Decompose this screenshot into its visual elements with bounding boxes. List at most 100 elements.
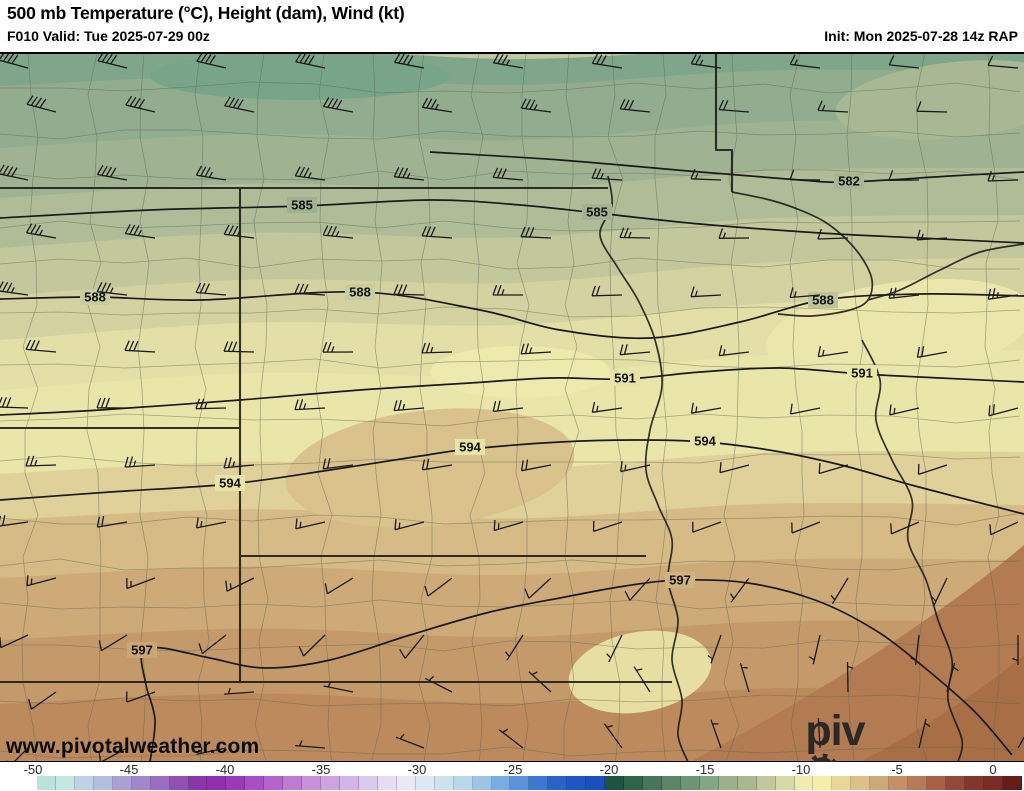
colorbar-segment <box>889 776 909 790</box>
wind-barb <box>393 284 425 296</box>
gear-icon <box>808 753 837 762</box>
wind-barb <box>225 577 255 592</box>
colorbar-segment <box>586 776 606 790</box>
wind-barb <box>931 577 948 606</box>
wind-barb <box>223 341 255 353</box>
wind-barb <box>729 577 750 603</box>
colorbar-segment <box>661 776 681 790</box>
wind-barb <box>916 101 948 113</box>
wind-barb <box>888 287 920 299</box>
colorbar-segment <box>434 776 454 790</box>
colorbar-segment <box>112 776 132 790</box>
colorbar-segment <box>567 776 587 790</box>
wind-barb <box>917 463 948 476</box>
wind-barb <box>323 681 354 693</box>
colorbar-tick: -10 <box>791 762 811 777</box>
wind-barb <box>690 54 722 69</box>
init-time-label: Init: Mon 2025-07-28 14z RAP <box>824 28 1018 44</box>
wind-barb <box>492 53 524 69</box>
wind-barb <box>196 53 227 69</box>
colorbar-segment <box>169 776 189 790</box>
colorbar-segment <box>491 776 511 790</box>
wind-barb <box>324 577 354 595</box>
colorbar-tick: -35 <box>311 762 331 777</box>
wind-barb <box>26 95 57 113</box>
wind-barb <box>817 100 849 113</box>
wind-barb <box>505 634 524 661</box>
wind-barb <box>96 397 128 409</box>
wind-barb <box>916 229 948 241</box>
colorbar-tick: -40 <box>215 762 235 777</box>
wind-barb <box>591 401 623 413</box>
wind-barb <box>0 164 29 181</box>
wind-barb <box>0 515 29 527</box>
wind-barb <box>295 53 326 69</box>
contour-label: 591 <box>614 371 636 386</box>
wind-barb <box>520 98 552 113</box>
wind-barb <box>888 55 920 69</box>
wind-barbs <box>0 53 1024 762</box>
colorbar-segment <box>55 776 75 790</box>
wind-barb <box>988 404 1019 417</box>
wind-barb <box>399 634 425 659</box>
colorbar-segment <box>415 776 435 790</box>
colorbar-tick: -45 <box>119 762 139 777</box>
wind-barb <box>421 458 453 471</box>
wind-barb <box>97 53 128 69</box>
weather-map: 582 585 585 588 588 588 591 591 594 594 594 597 597 … <box>0 53 1024 762</box>
wind-barb <box>808 634 821 665</box>
pivotal-weather-logo: pivtal weather <box>805 710 1019 762</box>
wind-barb <box>987 288 1019 300</box>
wind-barb <box>493 519 524 532</box>
colorbar-segment <box>1002 776 1022 790</box>
wind-barb <box>1017 736 1024 749</box>
wind-barb <box>126 691 156 703</box>
contour-label: 582 <box>838 174 860 189</box>
wind-barb <box>619 99 651 113</box>
contour-label: 594 <box>459 440 481 455</box>
wind-barb <box>393 167 425 181</box>
wind-barb <box>124 223 156 239</box>
colorbar-segment <box>358 776 378 790</box>
wind-barb <box>624 577 651 601</box>
wind-barb <box>789 169 821 181</box>
colorbar-segment <box>472 776 492 790</box>
wind-barb <box>520 226 552 239</box>
wind-barb <box>817 717 825 749</box>
header-bar: 500 mb Temperature (°C), Height (dam), W… <box>0 0 1024 53</box>
wind-barb <box>520 459 552 472</box>
river-borders <box>599 175 1024 762</box>
wind-barb <box>603 723 623 749</box>
colorbar-segment <box>93 776 113 790</box>
height-contours: 582 585 585 588 588 588 591 591 594 594 594 597 597 <box>0 151 1024 762</box>
wind-barb <box>916 346 948 359</box>
wind-barb <box>690 402 722 414</box>
wind-barb <box>606 634 623 663</box>
colorbar-segment <box>737 776 757 790</box>
colorbar-segment <box>302 776 322 790</box>
wind-barb <box>295 518 326 530</box>
wind-barb <box>195 165 227 181</box>
wind-barb <box>0 634 29 649</box>
contour-label: 591 <box>851 366 873 381</box>
state-borders <box>0 53 734 684</box>
colorbar-segment <box>680 776 700 790</box>
wind-barb <box>195 398 227 410</box>
wind-barb <box>492 400 524 413</box>
colorbar-tick: -20 <box>599 762 619 777</box>
colorbar-segment <box>624 776 643 790</box>
wind-barb <box>96 282 128 296</box>
wind-barb <box>633 666 651 693</box>
contour-label: 585 <box>291 198 313 213</box>
wind-barb <box>195 517 227 529</box>
colorbar-segment <box>321 776 340 790</box>
wind-barb <box>987 55 1019 69</box>
colorbar-segment <box>283 776 303 790</box>
wind-barb <box>394 519 425 531</box>
wind-barb <box>322 341 354 353</box>
wind-barb <box>124 456 156 468</box>
colorbar-segment <box>396 776 416 790</box>
wind-barb <box>591 53 623 69</box>
contour-label: 594 <box>219 476 241 491</box>
wind-barb <box>791 521 821 534</box>
